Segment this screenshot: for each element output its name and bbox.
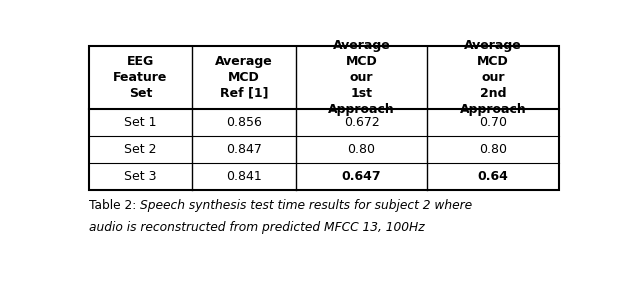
Text: Average
MCD
Ref [1]: Average MCD Ref [1] <box>215 55 273 100</box>
Text: Set 1: Set 1 <box>125 116 157 129</box>
Text: audio is reconstructed from predicted MFCC 13, 100Hz: audio is reconstructed from predicted MF… <box>88 221 425 234</box>
Text: Average
MCD
our
2nd
Approach: Average MCD our 2nd Approach <box>460 39 526 116</box>
Text: 0.672: 0.672 <box>344 116 379 129</box>
Text: Set 2: Set 2 <box>125 143 157 156</box>
Text: 0.80: 0.80 <box>348 143 375 156</box>
Text: 0.70: 0.70 <box>479 116 507 129</box>
Text: 0.647: 0.647 <box>342 170 381 183</box>
Text: EEG
Feature
Set: EEG Feature Set <box>113 55 167 100</box>
Text: 0.64: 0.64 <box>478 170 509 183</box>
Text: Set 3: Set 3 <box>125 170 157 183</box>
Text: Average
MCD
our
1st
Approach: Average MCD our 1st Approach <box>328 39 395 116</box>
Text: 0.847: 0.847 <box>226 143 262 156</box>
Text: 0.80: 0.80 <box>479 143 507 156</box>
Text: 0.856: 0.856 <box>226 116 262 129</box>
Text: Speech synthesis test time results for subject 2 where: Speech synthesis test time results for s… <box>140 199 472 212</box>
Text: 0.841: 0.841 <box>226 170 262 183</box>
Text: Table 2:: Table 2: <box>88 199 140 212</box>
